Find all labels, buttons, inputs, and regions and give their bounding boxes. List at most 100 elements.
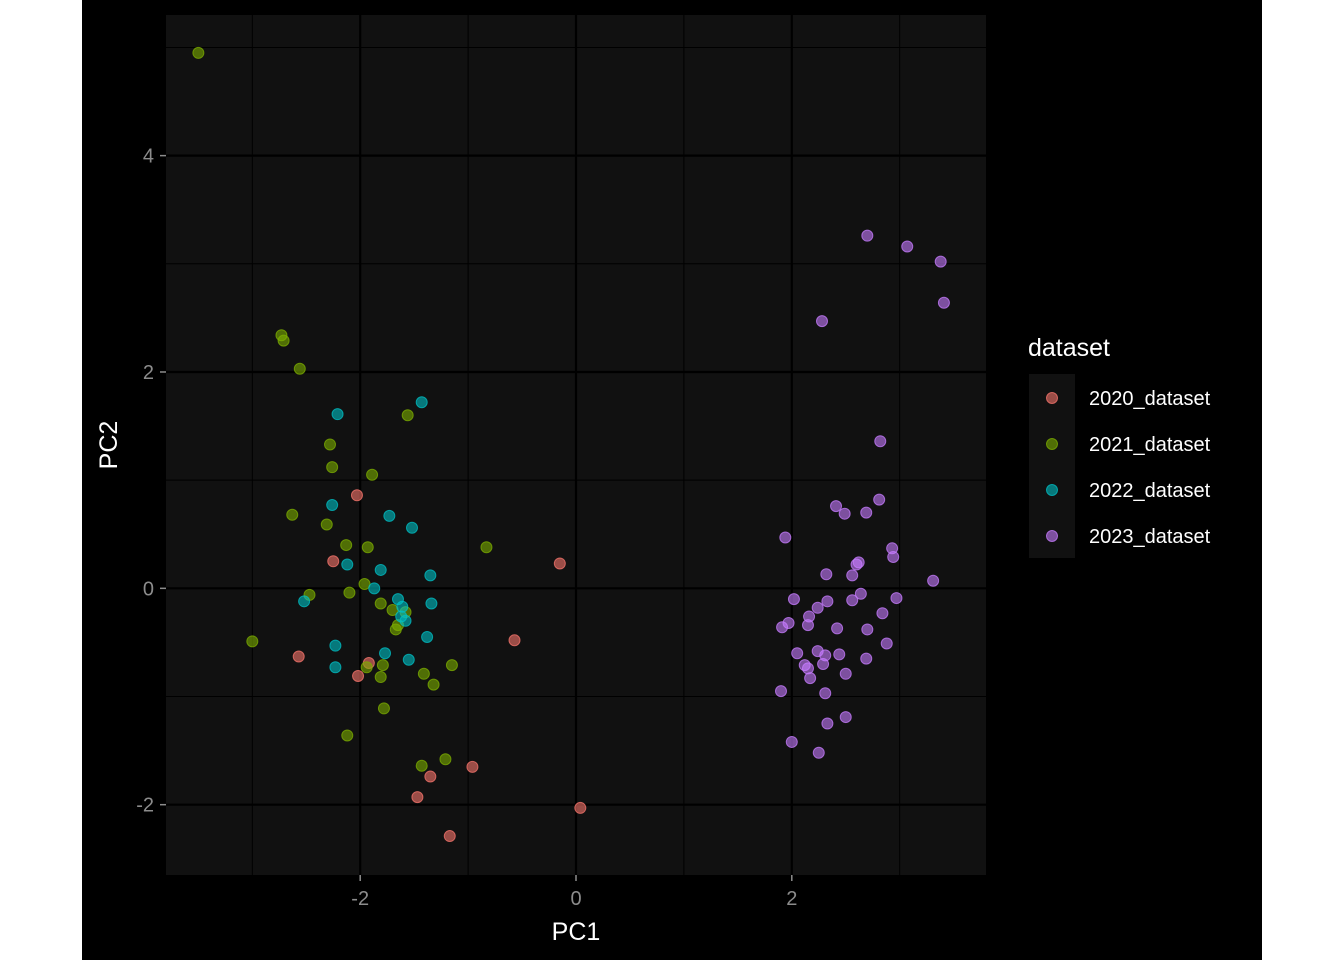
data-point [480, 541, 493, 554]
legend-key-2023_dataset [1046, 530, 1058, 542]
data-point [343, 586, 356, 599]
data-point [401, 409, 414, 422]
data-point [821, 595, 834, 608]
data-point [811, 601, 824, 614]
data-point [374, 671, 387, 684]
data-point [801, 662, 814, 675]
data-point [399, 614, 412, 627]
data-point [852, 556, 865, 569]
data-point [833, 648, 846, 661]
data-point [277, 334, 290, 347]
series-2023_dataset [775, 229, 950, 759]
data-point [379, 647, 392, 660]
data-point [817, 658, 830, 671]
pca-scatter-chart: -2 0 2 -2 0 2 4 PC1 PC2 dataset 2020_dataset 20… [95, 15, 1211, 946]
data-points [192, 46, 950, 843]
data-point [377, 702, 390, 715]
data-point [352, 669, 365, 682]
data-point [775, 685, 787, 698]
legend-label-2020_dataset: 2020_dataset [1089, 388, 1211, 410]
data-point [846, 569, 859, 582]
legend-key-2020_dataset [1046, 392, 1058, 404]
data-point [424, 569, 437, 582]
data-point [804, 672, 817, 685]
grid-lines [166, 15, 986, 875]
data-point [860, 506, 873, 519]
data-point [937, 296, 950, 309]
data-point [326, 499, 339, 512]
data-point [360, 661, 373, 674]
axes: -2 0 2 -2 0 2 4 [136, 146, 797, 910]
data-point [787, 593, 800, 606]
data-point [331, 408, 344, 421]
data-point [880, 637, 893, 650]
legend-title: dataset [1028, 334, 1110, 362]
data-point [329, 661, 342, 674]
data-point [415, 396, 428, 409]
y-tick-label: -2 [136, 795, 154, 817]
data-point [934, 255, 947, 268]
data-point [374, 597, 387, 610]
data-point [854, 587, 867, 600]
data-point [292, 650, 305, 663]
data-point [341, 729, 354, 742]
series-2022_dataset [298, 396, 438, 674]
data-point [329, 639, 342, 652]
data-point [439, 753, 452, 766]
data-point [876, 607, 889, 620]
data-point [821, 717, 834, 730]
data-point [192, 46, 205, 59]
y-axis-title: PC2 [95, 421, 123, 470]
data-point [366, 468, 379, 481]
data-point [508, 634, 521, 647]
data-point [383, 509, 396, 522]
data-point [293, 362, 306, 375]
data-point [874, 435, 887, 448]
data-point [286, 508, 299, 521]
data-point [873, 493, 886, 506]
data-point [927, 574, 940, 587]
data-point [466, 760, 479, 773]
data-point [340, 539, 353, 552]
data-point [358, 578, 371, 591]
data-point [417, 667, 430, 680]
y-tick-label: 2 [143, 362, 154, 384]
legend: dataset 2020_dataset 2021_dataset 2022_dat… [1028, 334, 1211, 558]
data-point [427, 678, 440, 691]
data-point [445, 659, 458, 672]
data-point [553, 557, 566, 570]
legend-label-2021_dataset: 2021_dataset [1089, 434, 1211, 456]
data-point [839, 711, 852, 724]
data-point [406, 521, 418, 534]
data-point [324, 438, 336, 451]
data-point [785, 735, 798, 748]
data-point [424, 770, 437, 783]
data-point [246, 635, 259, 648]
data-point [791, 647, 804, 660]
data-point [812, 746, 825, 759]
data-point [421, 631, 434, 644]
data-point [776, 621, 789, 634]
x-tick-label: 0 [570, 888, 581, 910]
data-point [341, 558, 354, 571]
y-tick-label: 0 [143, 578, 154, 600]
legend-key-2021_dataset [1046, 438, 1058, 450]
legend-key-background [1029, 374, 1075, 558]
data-point [574, 801, 587, 814]
data-point [801, 619, 814, 632]
figure-background: -2 0 2 -2 0 2 4 PC1 PC2 dataset 2020_dataset 20… [82, 0, 1262, 960]
data-point [361, 541, 374, 554]
data-point [901, 240, 914, 253]
data-point [830, 500, 843, 513]
legend-label-2022_dataset: 2022_dataset [1089, 480, 1211, 502]
data-point [839, 667, 852, 680]
data-point [425, 597, 438, 610]
data-point [327, 555, 340, 568]
data-point [831, 622, 844, 635]
data-point [320, 518, 333, 531]
data-point [860, 652, 873, 665]
data-point [411, 791, 424, 804]
data-point [861, 229, 874, 242]
data-point [374, 563, 387, 576]
legend-key-2022_dataset [1046, 484, 1058, 496]
